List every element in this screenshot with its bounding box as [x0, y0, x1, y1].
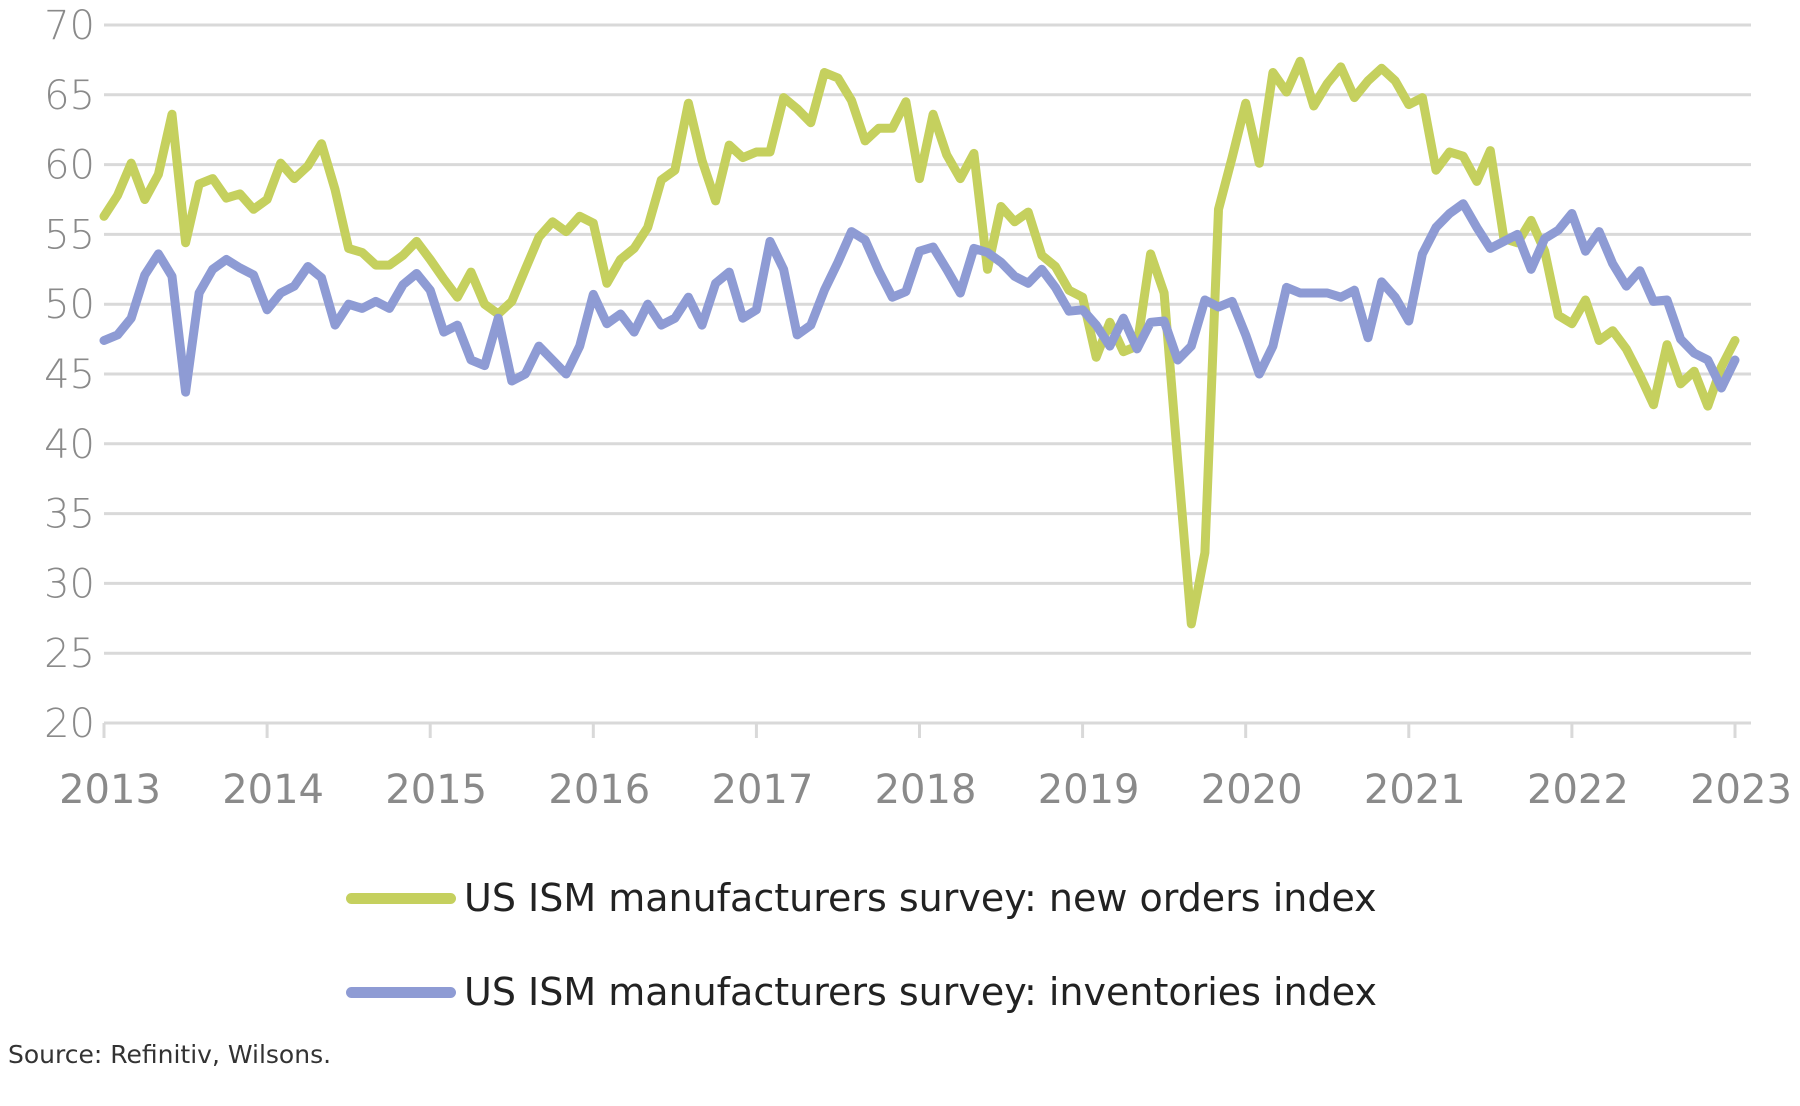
legend-item-inventories: US ISM manufacturers survey: inventories… — [346, 962, 1546, 1022]
y-tick-label: 60 — [44, 143, 95, 189]
legend-label-new-orders: US ISM manufacturers survey: new orders … — [464, 876, 1377, 920]
x-tick-label: 2019 — [1038, 767, 1140, 813]
x-tick-label: 2017 — [712, 767, 814, 813]
x-axis — [102, 721, 1751, 738]
x-tick-label: 2013 — [59, 767, 161, 813]
legend-swatch-new-orders — [346, 892, 456, 904]
source-note: Source: Refinitiv, Wilsons. — [8, 1040, 332, 1069]
y-tick-label: 30 — [44, 561, 95, 607]
series-lines — [99, 56, 1740, 629]
x-tick-label: 2018 — [875, 767, 977, 813]
legend-item-new-orders: US ISM manufacturers survey: new orders … — [346, 868, 1546, 928]
x-tick-label: 2015 — [385, 767, 487, 813]
y-tick-label: 50 — [44, 282, 95, 328]
x-tick-label: 2014 — [222, 767, 324, 813]
y-axis-tick-labels: 20 25 30 35 40 45 50 55 60 65 70 — [44, 3, 95, 747]
x-tick-label: 2022 — [1527, 767, 1629, 813]
x-tick-label: 2021 — [1364, 767, 1466, 813]
y-tick-label: 35 — [44, 492, 95, 538]
y-tick-label: 20 — [44, 701, 95, 747]
series-line-new-orders — [99, 56, 1740, 629]
x-tick-label: 2020 — [1201, 767, 1303, 813]
legend-swatch-inventories — [346, 986, 456, 998]
y-tick-label: 55 — [44, 212, 95, 258]
y-tick-label: 70 — [44, 3, 95, 49]
series-line-inventories — [99, 199, 1740, 397]
y-tick-label: 40 — [44, 422, 95, 468]
y-tick-label: 65 — [44, 73, 95, 119]
x-tick-label: 2023 — [1690, 767, 1792, 813]
x-axis-tick-labels: 2013 2014 2015 2016 2017 2018 2019 2020 2021 2022… — [59, 767, 1792, 813]
x-tick-label: 2016 — [548, 767, 650, 813]
y-tick-label: 45 — [44, 352, 95, 398]
y-tick-label: 25 — [44, 631, 95, 677]
legend-label-inventories: US ISM manufacturers survey: inventories… — [464, 970, 1378, 1014]
